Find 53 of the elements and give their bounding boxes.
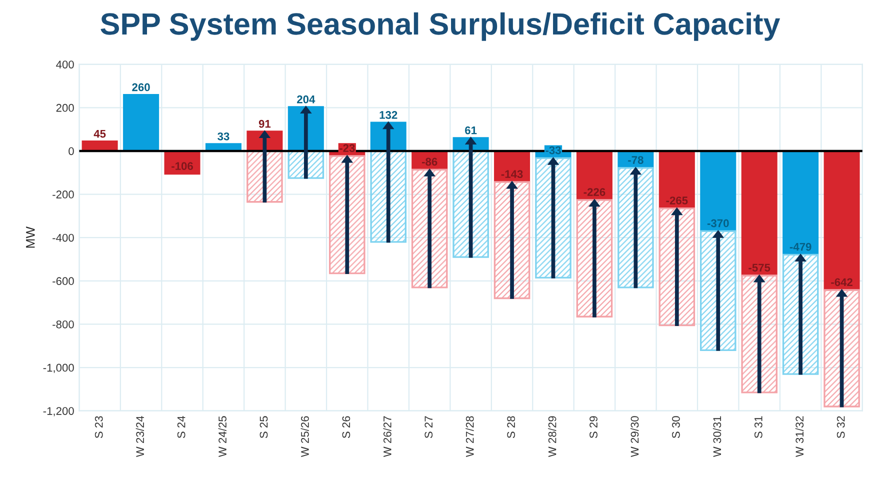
y-tick-label: -600 [52,277,74,286]
y-tick-label: 0 [68,147,74,156]
x-tick-label: S 31 [754,416,762,438]
x-tick-label: S 25 [260,416,268,438]
x-tick-label: W 23/24 [136,416,144,458]
bar [741,150,778,276]
x-tick-label: S 23 [94,416,103,438]
y-tick-label: -200 [52,190,74,198]
data-label: 61 [465,126,477,134]
data-label: -642 [831,278,852,286]
data-label: -265 [666,196,688,204]
y-axis-title: MW [26,226,35,248]
data-label: 91 [258,120,271,128]
x-tick-label: S 28 [507,416,516,438]
data-label: 204 [297,95,316,104]
data-label: -575 [748,264,770,272]
data-label: 132 [380,111,398,119]
x-tick-label: W 24/25 [218,416,226,458]
y-tick-label: -1,200 [43,407,74,416]
bar [782,150,819,256]
x-tick-label: S 26 [342,416,350,438]
y-tick-label: -1,000 [43,364,74,373]
data-label: -479 [790,242,812,251]
data-label: 260 [132,83,150,92]
data-label: -370 [707,219,729,228]
data-label: 33 [218,132,230,140]
data-label: -226 [584,188,606,196]
x-tick-label: W 27/28 [466,416,474,458]
chart-title: SPP System Seasonal Surplus/Deficit Capacity [100,12,780,41]
x-tick-label: W 26/27 [383,416,392,458]
y-tick-label: 200 [56,104,74,112]
data-label: -106 [172,162,193,170]
x-tick-label: S 27 [424,416,433,438]
data-label: 45 [94,130,106,138]
y-tick-label: -800 [52,320,74,328]
bar [123,94,160,152]
bar [824,150,860,291]
x-tick-label: W 31/32 [795,416,804,458]
x-tick-label: W 30/31 [712,416,722,458]
x-tick-label: W 28/29 [548,416,556,458]
y-tick-label: -400 [52,234,74,242]
data-label: -86 [422,158,438,166]
x-tick-label: W 29/30 [630,416,639,458]
x-tick-label: S 29 [590,416,598,438]
x-tick-label: W 25/26 [300,416,309,458]
data-label: -23 [340,144,355,152]
x-tick-label: S 30 [672,416,680,438]
x-tick-label: S 24 [177,416,186,438]
bar [700,150,736,232]
y-tick-label: 400 [56,60,74,68]
x-tick-label: S 32 [836,416,845,438]
data-label: -143 [501,170,523,178]
data-label: -78 [628,156,644,164]
